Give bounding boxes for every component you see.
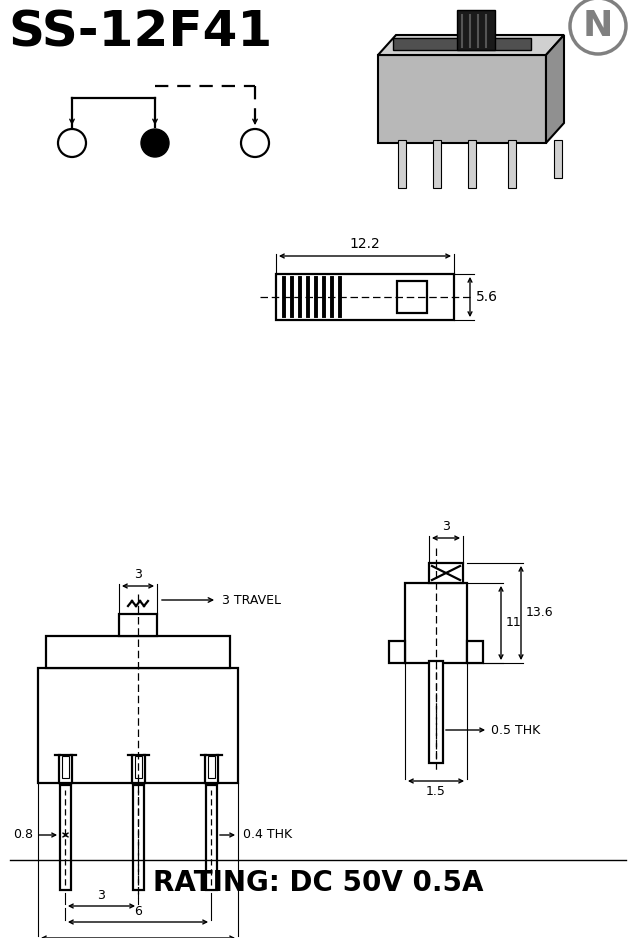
Circle shape [58, 129, 86, 157]
Bar [133, 785, 144, 890]
Text: 0.4 THK: 0.4 THK [243, 828, 292, 841]
Bar [378, 55, 546, 143]
Text: 6: 6 [134, 905, 142, 918]
Bar [46, 636, 230, 668]
Bar [135, 756, 142, 778]
Bar [60, 785, 71, 890]
Text: 3: 3 [97, 889, 106, 902]
Bar [429, 661, 443, 763]
Bar [62, 756, 69, 778]
Bar [468, 140, 476, 188]
Bar [276, 274, 454, 320]
Text: SS-12F41: SS-12F41 [8, 8, 272, 56]
Bar [554, 140, 562, 178]
Text: 13.6: 13.6 [526, 607, 553, 619]
Bar [389, 641, 405, 663]
Bar [208, 756, 215, 778]
Text: 12.2: 12.2 [350, 237, 380, 251]
Circle shape [141, 129, 169, 157]
Bar [38, 668, 238, 783]
Text: 3: 3 [134, 568, 142, 581]
Text: 0.8: 0.8 [13, 828, 33, 841]
Bar [398, 140, 406, 188]
Polygon shape [378, 35, 564, 55]
Bar [457, 10, 495, 50]
Bar [405, 583, 467, 663]
Text: 5.6: 5.6 [476, 290, 498, 304]
Text: 3: 3 [442, 520, 450, 533]
Text: 1.5: 1.5 [426, 785, 446, 798]
Circle shape [241, 129, 269, 157]
Text: 11: 11 [506, 616, 522, 629]
Text: RATING: DC 50V 0.5A: RATING: DC 50V 0.5A [153, 869, 483, 897]
Bar [132, 755, 145, 783]
Bar [119, 614, 157, 636]
Bar [467, 641, 483, 663]
Bar [206, 785, 217, 890]
Text: 3 TRAVEL: 3 TRAVEL [222, 594, 281, 607]
Text: N: N [583, 9, 613, 43]
Polygon shape [546, 35, 564, 143]
Bar [433, 140, 441, 188]
Bar [59, 755, 72, 783]
Bar [393, 38, 531, 50]
Bar [429, 563, 463, 583]
Bar [397, 281, 427, 313]
Bar [508, 140, 516, 188]
Text: 0.5 THK: 0.5 THK [491, 723, 540, 736]
Bar [205, 755, 218, 783]
